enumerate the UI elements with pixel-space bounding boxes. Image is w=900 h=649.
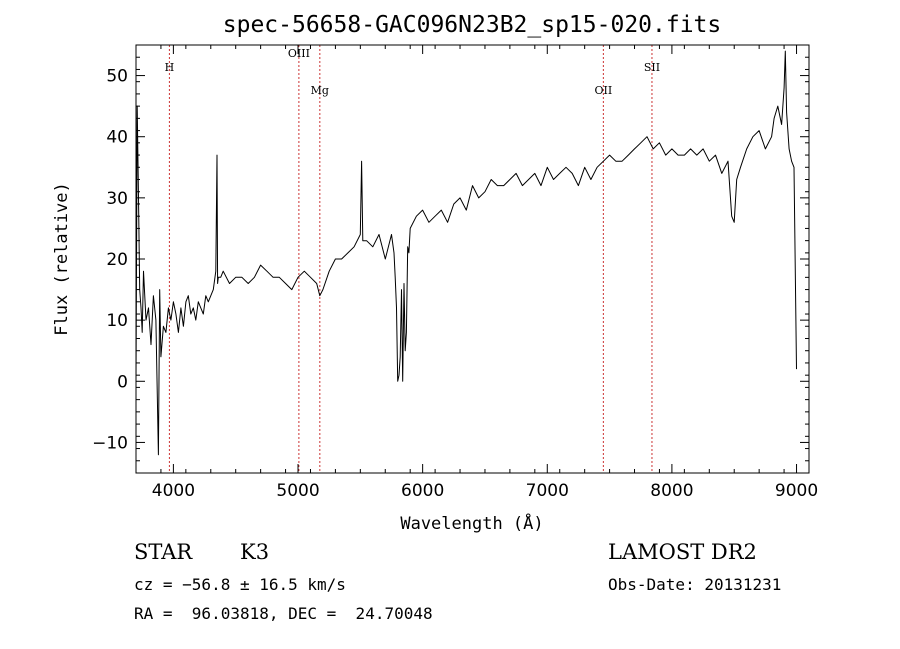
y-tick-label: 10 xyxy=(106,311,128,331)
spectral-line-label: Mg xyxy=(311,84,329,97)
axes: 4000 5000 6000 7000 8000 9000 −10 0 10 20 30 40 50 xyxy=(92,44,818,501)
spectral-line-label: OIII xyxy=(288,47,310,60)
spectral-line-markers: H OIII Mg OII SII xyxy=(165,45,660,473)
spectral-line-label: H xyxy=(165,61,175,74)
observation-date: Obs-Date: 20131231 xyxy=(608,575,782,594)
spectrum-line xyxy=(135,50,797,456)
x-tick-label: 5000 xyxy=(276,481,319,501)
spectrum-chart: spec-56658-GAC096N23B2_sp15-020.fits H OI… xyxy=(52,12,818,534)
object-subclass: K3 xyxy=(240,540,270,564)
y-tick-label: −10 xyxy=(92,433,128,453)
x-tick-label: 6000 xyxy=(401,481,444,501)
plot-frame xyxy=(135,44,810,474)
spectrum-series xyxy=(135,50,797,456)
x-axis-label: Wavelength (Å) xyxy=(400,512,543,534)
y-tick-label: 50 xyxy=(106,67,128,87)
redshift-readout: cz = −56.8 ± 16.5 km/s xyxy=(134,575,346,594)
survey-name: LAMOST DR2 xyxy=(608,540,757,564)
y-tick-label: 0 xyxy=(117,372,128,392)
x-tick-label: 7000 xyxy=(526,481,569,501)
object-class: STAR xyxy=(134,540,193,564)
x-tick-label: 9000 xyxy=(775,481,818,501)
spectral-line-label: SII xyxy=(644,61,660,74)
y-tick-label: 30 xyxy=(106,189,128,209)
chart-title: spec-56658-GAC096N23B2_sp15-020.fits xyxy=(223,12,722,38)
y-tick-label: 20 xyxy=(106,250,128,270)
x-tick-label: 8000 xyxy=(650,481,693,501)
x-tick-label: 4000 xyxy=(152,481,195,501)
y-axis-label: Flux (relative) xyxy=(52,182,72,336)
coordinates-readout: RA = 96.03818, DEC = 24.70048 xyxy=(134,604,433,623)
spectral-line-label: OII xyxy=(595,84,613,97)
y-tick-label: 40 xyxy=(106,128,128,148)
